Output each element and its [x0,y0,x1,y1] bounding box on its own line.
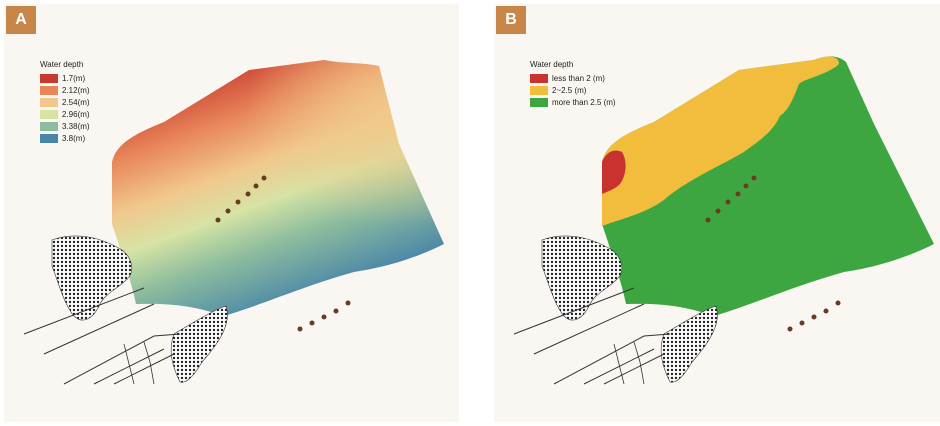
panel-label: B [496,6,526,34]
pile-dots [215,175,351,332]
legend-item: less than 2 (m) [530,72,616,84]
legend-title: Water depth [40,60,84,69]
panel-b: B Water depth less than 2 (m) 2~2.5 (m) … [494,4,940,422]
legend-item: more than 2.5 (m) [530,96,616,108]
legend-item-label: 2.96(m) [62,109,90,119]
legend-item: 2.12(m) [40,84,90,96]
legend: Water depth less than 2 (m) 2~2.5 (m) mo… [530,60,616,108]
water-depth-gradient-map [23,60,444,385]
legend-item-label: 2~2.5 (m) [552,85,587,95]
water-depth-class-map [513,56,934,385]
panel-a: A Water depth 1.7(m) 2.12(m) 2.54(m) 2.9… [4,4,459,422]
legend-item-label: 2.54(m) [62,97,90,107]
legend-item-label: more than 2.5 (m) [552,97,616,107]
legend-item: 2~2.5 (m) [530,84,616,96]
legend-item-label: 3.38(m) [62,121,90,131]
legend-item-label: 1.7(m) [62,73,86,83]
panel-label: A [6,6,36,34]
legend-item: 1.7(m) [40,72,90,84]
legend-item: 2.96(m) [40,108,90,120]
legend-item-label: 2.12(m) [62,85,90,95]
legend-item-label: 3.8(m) [62,133,86,143]
legend-item: 3.8(m) [40,132,90,144]
pile-dots [705,175,841,332]
legend: Water depth 1.7(m) 2.12(m) 2.54(m) 2.96(… [40,60,90,144]
legend-item: 2.54(m) [40,96,90,108]
legend-item-label: less than 2 (m) [552,73,605,83]
legend-item: 3.38(m) [40,120,90,132]
legend-title: Water depth [530,60,574,69]
